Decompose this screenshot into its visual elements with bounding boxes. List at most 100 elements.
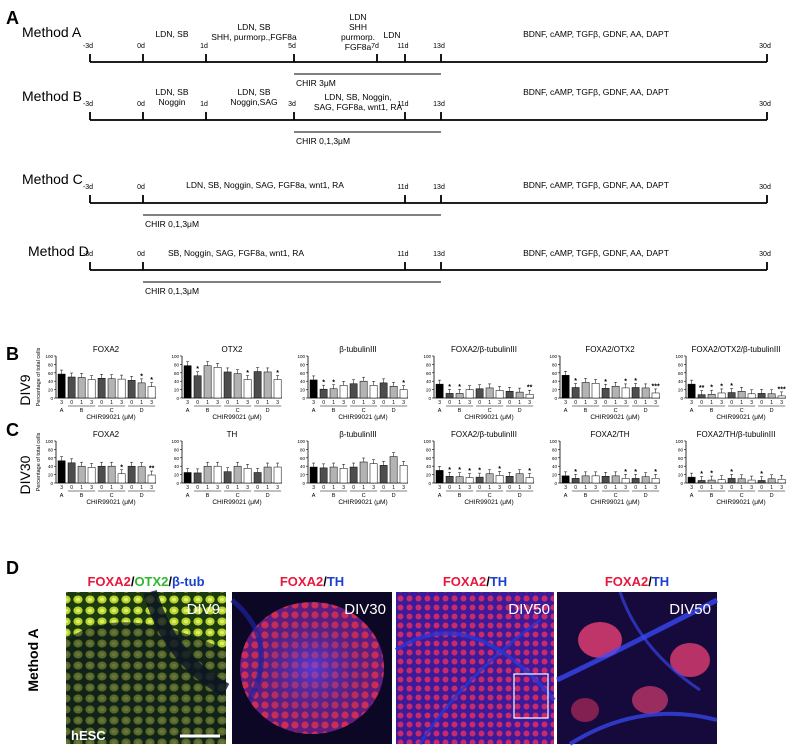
x-tick-label: 1 — [266, 400, 269, 406]
x-tick-label: 3 — [60, 400, 63, 406]
significance-marker: ** — [527, 385, 533, 392]
chir-label: CHIR 0,1,3μM — [145, 219, 199, 229]
y-tick-label: 60 — [678, 456, 684, 461]
bar — [727, 392, 736, 399]
x-tick-label: 0 — [382, 485, 385, 491]
x-axis-label: CHIR99021 (μM) — [86, 499, 135, 506]
group-label: C — [488, 408, 492, 414]
y-tick-label: 100 — [297, 439, 305, 444]
micrograph-div9 — [66, 589, 230, 744]
group-label: A — [186, 493, 190, 499]
significance-marker: * — [574, 378, 577, 385]
significance-marker: * — [458, 384, 461, 391]
y-tick-label: 60 — [552, 456, 558, 461]
x-tick-label: 0 — [700, 400, 703, 406]
bar — [515, 391, 524, 399]
significance-marker: *** — [652, 383, 660, 390]
bar — [57, 460, 66, 484]
x-axis-label: CHIR99021 (μM) — [464, 499, 513, 506]
x-tick-label: 1 — [332, 400, 335, 406]
bar — [571, 478, 580, 484]
y-tick-label: 0 — [176, 396, 179, 401]
significance-marker: * — [528, 468, 531, 475]
x-tick-label: 0 — [322, 485, 325, 491]
x-tick-label: 1 — [770, 485, 773, 491]
bar — [107, 465, 116, 484]
panel-letter-c: C — [6, 420, 19, 440]
bar — [399, 389, 408, 399]
micrograph-timepoint: DIV50 — [669, 601, 711, 618]
bar-chart-div30-4: FOXA2/β-tubulinIII 0 20 40 60 80 100 3 * 0 * 1 * 3 * 0 1… — [423, 430, 534, 506]
x-tick-label: 0 — [730, 400, 733, 406]
bar — [601, 388, 610, 399]
chart-title: β-tubulinIII — [339, 430, 377, 439]
micrograph-side-label: Method A — [25, 628, 41, 691]
bar — [243, 468, 252, 484]
timeline-tick-label: 30d — [759, 251, 771, 258]
group-label: A — [690, 408, 694, 414]
bar — [203, 365, 212, 399]
bar — [203, 465, 212, 484]
y-axis-label: Percentage of total cells — [36, 347, 42, 406]
group-label: D — [644, 408, 648, 414]
timeline-tick-label: 1d — [200, 101, 208, 108]
x-tick-label: 3 — [120, 485, 123, 491]
row-label-div9: DIV9 — [17, 374, 33, 405]
bar — [263, 371, 272, 399]
bar — [263, 466, 272, 484]
bar — [601, 476, 610, 484]
x-tick-label: 3 — [468, 485, 471, 491]
x-axis-label: CHIR99021 (μM) — [86, 414, 135, 421]
significance-marker: * — [710, 385, 713, 392]
x-tick-label: 1 — [740, 400, 743, 406]
timeline-method-a: Method A-3d 0d 1d 5d 7d 11d 13d 30d LDN, SB LDN, … — [22, 12, 771, 88]
y-tick-label: 60 — [678, 371, 684, 376]
timeline-tick-label: 30d — [759, 184, 771, 191]
bar — [465, 477, 474, 484]
y-tick-label: 40 — [48, 379, 54, 384]
significance-marker: * — [468, 468, 471, 475]
bar — [747, 479, 756, 484]
y-tick-label: 80 — [174, 447, 180, 452]
method-label: Method B — [22, 88, 82, 104]
significance-marker: * — [654, 469, 657, 476]
x-tick-label: 3 — [528, 400, 531, 406]
timeline-tick-label: 0d — [137, 184, 145, 191]
bar-chart-div9-5: FOXA2/OTX2 0 20 40 60 80 100 3 * 0 1 3 * 0 1 * 3 * 0 1 *** 3 A… — [549, 345, 660, 421]
x-tick-label: 1 — [518, 400, 521, 406]
group-label: C — [110, 493, 114, 499]
method-label: Method C — [22, 171, 83, 187]
bar — [717, 479, 726, 484]
bar — [495, 390, 504, 399]
y-tick-label: 20 — [678, 473, 684, 478]
x-tick-label: 1 — [80, 400, 83, 406]
timeline-tick-label: 11d — [397, 43, 408, 50]
x-tick-label: 0 — [478, 485, 481, 491]
timeline-stage-label: LDN SHH purmorp. FGF8a — [341, 12, 375, 52]
x-tick-label: 3 — [60, 485, 63, 491]
bar — [319, 388, 328, 399]
bar — [757, 480, 766, 484]
timeline-tick-label: -3d — [83, 251, 93, 258]
chart-title: FOXA2/TH/β-tubulinIII — [697, 430, 776, 439]
bar — [767, 478, 776, 484]
bar — [707, 479, 716, 484]
x-tick-label: 1 — [140, 485, 143, 491]
chart-title: FOXA2 — [93, 430, 120, 439]
y-tick-label: 100 — [45, 439, 53, 444]
bar — [339, 468, 348, 484]
y-tick-label: 80 — [678, 362, 684, 367]
y-tick-label: 20 — [300, 388, 306, 393]
y-tick-label: 0 — [428, 481, 431, 486]
x-tick-label: 1 — [236, 485, 239, 491]
x-tick-label: 3 — [246, 400, 249, 406]
x-tick-label: 3 — [654, 485, 657, 491]
timeline-method-c: Method C-3d 0d 11d 13d 30d LDN, SB, Noggin, S… — [22, 171, 771, 229]
y-tick-label: 20 — [552, 388, 558, 393]
group-label: A — [60, 493, 64, 499]
x-tick-label: 3 — [780, 400, 783, 406]
y-tick-label: 0 — [302, 481, 305, 486]
x-tick-label: 1 — [458, 485, 461, 491]
significance-marker: * — [730, 383, 733, 390]
